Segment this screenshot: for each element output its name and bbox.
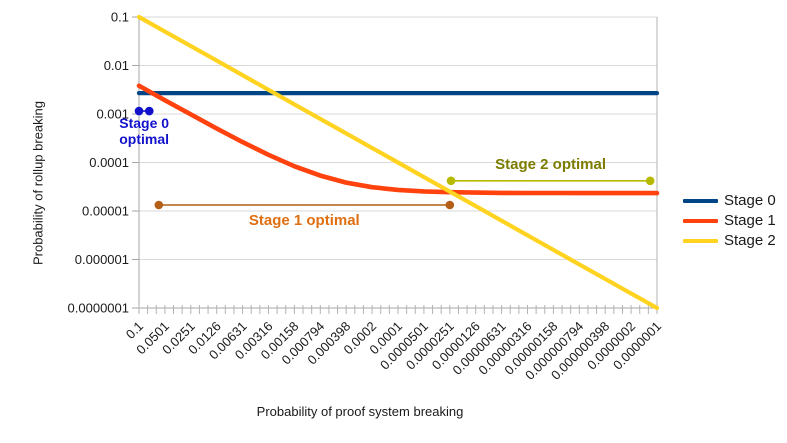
y-axis-title: Probability of rollup breaking <box>30 100 46 266</box>
y-tick-label: 0.0000001 <box>68 301 129 316</box>
x-tick-labels: 0.10.05010.02510.01260.006310.003160.001… <box>123 319 664 383</box>
y-tick-label: 0.01 <box>104 58 129 73</box>
legend-label-stage-1: Stage 1 <box>724 212 776 229</box>
y-tick-label: 0.1 <box>111 10 129 25</box>
legend-swatch-stage-1 <box>683 218 718 223</box>
y-tick-label: 0.000001 <box>75 252 129 267</box>
annotation-marker <box>645 176 655 186</box>
series-line-stage-2 <box>136 14 660 311</box>
legend-item-stage-2[interactable]: Stage 2 <box>683 233 776 248</box>
legend-item-stage-1[interactable]: Stage 1 <box>683 213 776 228</box>
legend-label-stage-2: Stage 2 <box>724 232 776 249</box>
y-tick-label: 0.0001 <box>89 155 129 170</box>
annotation-label-stage-0-optimal: Stage 0 optimal <box>119 115 170 148</box>
annotation-marker <box>154 200 164 210</box>
series-line-stage-1 <box>136 83 660 196</box>
annotation-stage-0-optimal <box>134 106 154 116</box>
legend: Stage 0 Stage 1 Stage 2 <box>683 193 776 248</box>
annotation-marker <box>134 106 144 116</box>
legend-swatch-stage-2 <box>683 238 718 243</box>
x-axis-title: Probability of proof system breaking <box>256 404 464 419</box>
annotation-marker <box>144 106 154 116</box>
y-tick-label: 0.001 <box>96 107 129 122</box>
legend-item-stage-0[interactable]: Stage 0 <box>683 193 776 208</box>
legend-label-stage-0: Stage 0 <box>724 192 776 209</box>
annotation-stage-2-optimal <box>446 176 655 186</box>
legend-swatch-stage-0 <box>683 198 718 203</box>
annotation-label-stage-2-optimal: Stage 2 optimal <box>495 155 607 173</box>
annotation-stage-1-optimal <box>154 200 455 210</box>
annotation-label-stage-1-optimal: Stage 1 optimal <box>248 211 360 229</box>
y-tick-label: 0.00001 <box>82 204 129 219</box>
annotation-marker <box>445 200 455 210</box>
y-tick-labels: 0.1 0.01 0.001 0.0001 0.00001 0.000001 0.00000… <box>68 10 139 316</box>
annotation-marker <box>446 176 456 186</box>
x-ticks <box>138 305 658 314</box>
